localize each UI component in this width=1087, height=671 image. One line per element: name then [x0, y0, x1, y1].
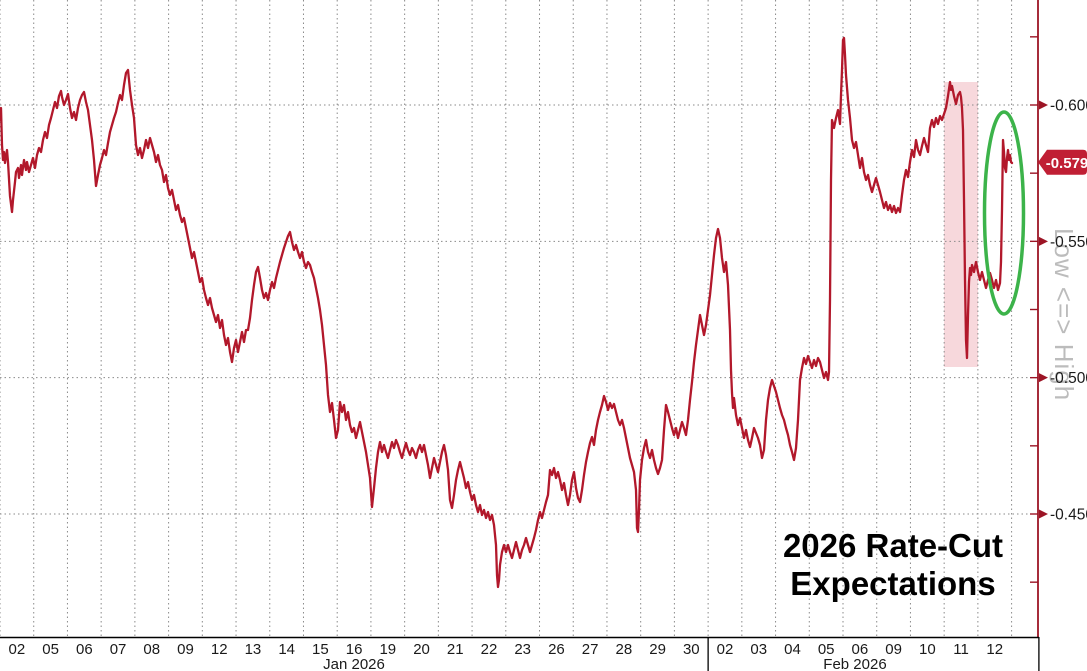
- x-tick-label: 07: [110, 641, 127, 658]
- highlight-band: [944, 82, 978, 367]
- x-tick-label: 13: [245, 641, 262, 658]
- y-tick-arrow-icon: [1039, 100, 1048, 110]
- x-tick-label: 10: [919, 641, 936, 658]
- x-tick-label: 11: [953, 641, 969, 658]
- y-tick-label: -0.500: [1050, 370, 1087, 387]
- x-tick-label: 04: [784, 641, 801, 658]
- x-tick-label: 05: [42, 641, 59, 658]
- x-tick-label: 22: [481, 641, 498, 658]
- x-tick-label: 08: [143, 641, 160, 658]
- y-tick-arrow-icon: [1039, 236, 1048, 246]
- x-tick-label: 14: [278, 641, 295, 658]
- x-tick-label: 29: [649, 641, 666, 658]
- x-tick-label: 12: [986, 641, 1003, 658]
- x-tick-label: 23: [514, 641, 531, 658]
- chart-title-line2: Expectations: [790, 565, 996, 602]
- x-tick-label: 21: [447, 641, 464, 658]
- y-tick-label: -0.600: [1050, 98, 1087, 115]
- x-tick-label: 09: [177, 641, 194, 658]
- x-tick-label: 06: [852, 641, 869, 658]
- chart-title-line1: 2026 Rate-Cut: [782, 527, 1004, 564]
- x-tick-label: 19: [379, 641, 396, 658]
- x-tick-label: 20: [413, 641, 430, 658]
- x-tick-label: 28: [616, 641, 633, 658]
- x-tick-label: 03: [750, 641, 767, 658]
- x-tick-label: 05: [818, 641, 835, 658]
- x-tick-label: 09: [885, 641, 902, 658]
- x-tick-label: 16: [346, 641, 363, 658]
- price-line: [0, 36, 1014, 589]
- x-month-label: Feb 2026: [823, 656, 886, 671]
- x-tick-label: 06: [76, 641, 93, 658]
- x-tick-label: 15: [312, 641, 329, 658]
- y-tick-arrow-icon: [1039, 509, 1048, 519]
- last-price-badge-label: -0.579: [1046, 155, 1087, 172]
- y-tick-label: -0.450: [1050, 507, 1087, 524]
- x-tick-label: 30: [683, 641, 700, 658]
- chart-title: 2026 Rate-Cut Expectations: [740, 527, 1046, 603]
- highlight-ellipse: [982, 110, 1026, 316]
- x-tick-label: 12: [211, 641, 228, 658]
- x-tick-label: 02: [9, 641, 26, 658]
- x-tick-label: 27: [582, 641, 599, 658]
- y-tick-label: -0.550: [1050, 234, 1087, 251]
- x-tick-label: 26: [548, 641, 565, 658]
- last-price-badge: [1038, 149, 1087, 175]
- x-month-label: Jan 2026: [323, 656, 385, 671]
- x-tick-label: 02: [717, 641, 734, 658]
- y-tick-arrow-icon: [1039, 373, 1048, 383]
